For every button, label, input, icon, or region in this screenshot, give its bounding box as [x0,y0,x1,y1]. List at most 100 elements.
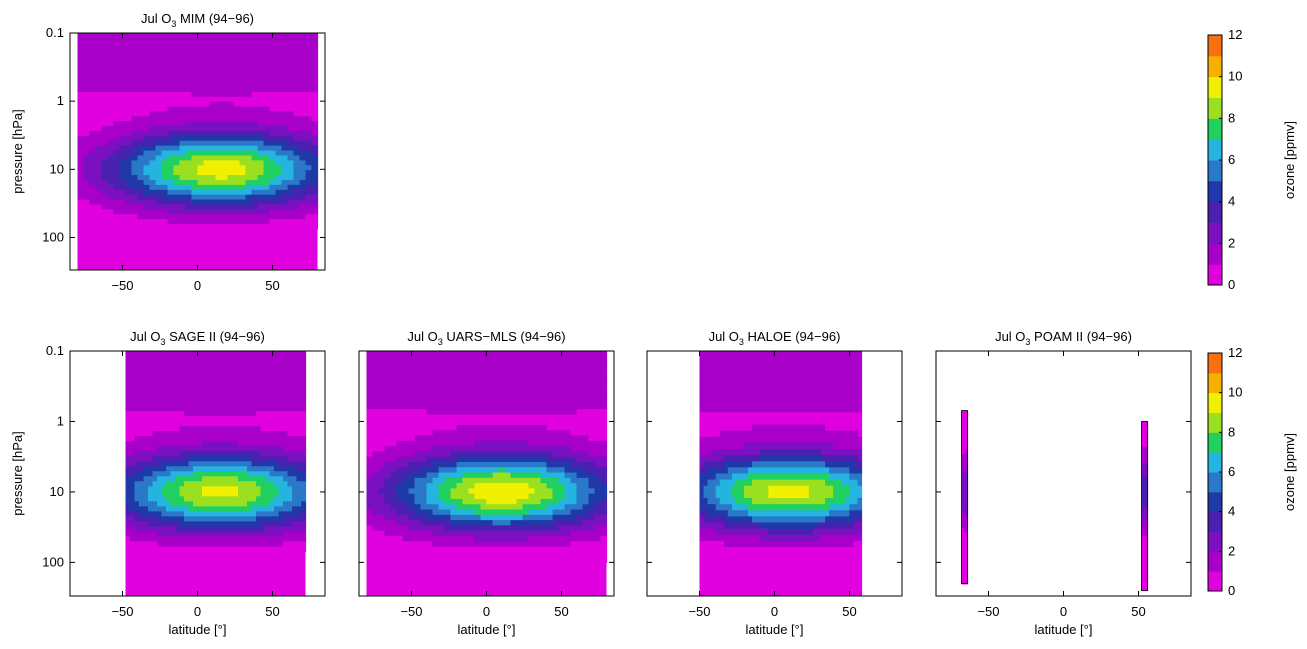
contour-cell [171,496,176,502]
contour-cell [373,356,380,362]
contour-cell [367,536,374,542]
contour-cell [571,520,578,526]
contour-cell [198,431,203,437]
contour-cell [270,541,275,547]
contour-cell [258,185,265,191]
contour-cell [439,462,446,468]
contour-cell [192,131,199,137]
contour-cell [189,406,194,412]
contour-cell [279,531,284,537]
contour-cell [114,204,121,210]
contour-cell [90,200,97,206]
contour-cell [252,411,257,417]
contour-cell [283,436,288,442]
contour-cell [445,467,452,473]
contour-cell [373,436,380,442]
contour-cell [216,541,221,547]
contour-cell [403,404,410,410]
contour-cell [130,386,135,392]
contour-cell [535,504,542,510]
contour-cell [211,496,216,502]
contour-cell [252,111,259,117]
contour-cell [427,446,434,452]
contour-cell [511,525,518,531]
contour-cell [198,376,203,382]
contour-cell [162,190,169,196]
contour-cell [216,381,221,387]
contour-cell [379,525,386,531]
contour-cell [279,546,284,552]
contour-cell [84,180,91,186]
contour-cell [228,43,235,49]
contour-cell [306,131,313,137]
contour-cell [463,473,470,479]
contour-cell [469,377,476,383]
contour-cell [700,425,705,432]
contour-cell [301,401,306,407]
contour-cell [132,209,139,215]
contour-cell [391,425,398,431]
contour-cell [78,67,85,73]
contour-cell [288,195,295,201]
contour-cell [180,102,187,108]
contour-cell [264,136,271,142]
contour-cell [120,72,127,78]
contour-cell [379,441,386,447]
contour-cell [589,414,596,420]
contour-cell [96,175,103,181]
contour-cell [207,371,212,377]
contour-cell [198,121,205,127]
contour-cell [421,483,428,489]
contour-cell [288,401,293,407]
contour-cell [469,451,476,457]
contour-cell [517,425,524,431]
contour-cell [222,141,229,147]
contour-cell [451,541,458,547]
contour-cell [228,38,235,44]
contour-cell [222,97,229,103]
contour-cell [166,526,171,532]
contour-cell [184,431,189,437]
contour-cell [180,33,187,39]
contour-cell [306,204,313,210]
contour-cell [282,116,289,122]
contour-cell [457,467,464,473]
contour-cell [541,351,548,357]
contour-cell [198,381,203,387]
contour-cell [114,180,121,186]
contour-cell [571,430,578,436]
contour-cell [559,430,566,436]
contour-cell [306,53,313,59]
contour-cell [90,97,97,103]
contour-cell [499,356,506,362]
contour-cell [704,467,709,474]
contour-cell [234,351,239,357]
contour-cell [708,449,713,456]
contour-cell [445,446,452,452]
contour-cell [481,483,488,489]
contour-cell [704,369,709,376]
contour-cell [138,141,145,147]
contour-cell [439,356,446,362]
contour-cell [126,411,131,417]
contour-cell [481,451,488,457]
contour-cell [220,486,225,492]
contour-cell [78,58,85,64]
contour-cell [283,506,288,512]
contour-cell [300,185,307,191]
contour-cell [96,165,103,171]
contour-cell [421,504,428,510]
contour-cell [274,486,279,492]
contour-cell [385,414,392,420]
contour-cell [258,136,265,142]
contour-cell [264,72,271,78]
contour-cell [144,516,149,522]
contour-cell [162,501,167,507]
contour-cell [282,209,289,215]
contour-cell [282,195,289,201]
contour-cell [264,209,271,215]
contour-cell [511,552,518,558]
contour-cell [84,160,91,166]
contour-cell [427,436,434,442]
contour-cell [469,504,476,510]
